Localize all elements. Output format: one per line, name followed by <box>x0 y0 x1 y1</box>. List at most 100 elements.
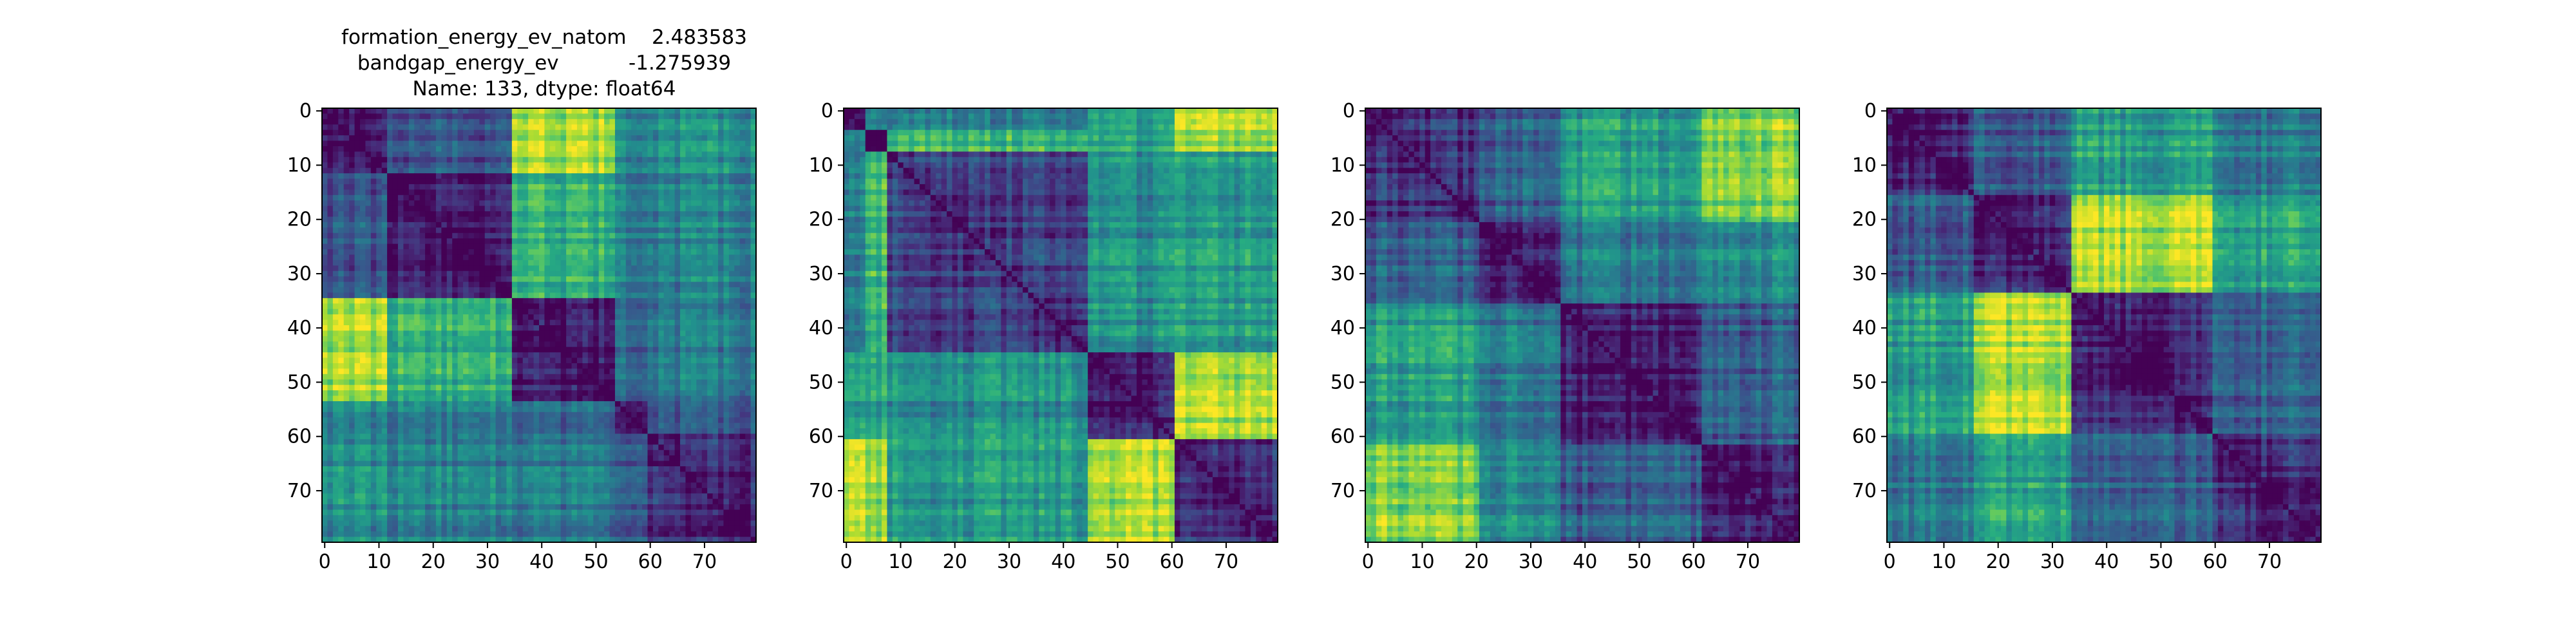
heatmap-cell <box>707 233 713 239</box>
heatmap-cell <box>474 352 480 358</box>
heatmap-cell <box>685 428 691 434</box>
heatmap-cell <box>474 254 480 260</box>
heatmap-cell <box>496 157 502 163</box>
heatmap-cell <box>523 233 529 239</box>
heatmap-cell <box>501 179 507 185</box>
heatmap-cell <box>431 303 437 309</box>
heatmap-cell <box>382 434 388 440</box>
heatmap-cell <box>680 195 686 201</box>
heatmap-cell <box>431 184 437 190</box>
heatmap-cell <box>523 179 529 185</box>
heatmap-cell <box>718 108 724 114</box>
heatmap-cell <box>734 417 740 423</box>
heatmap-cell <box>734 352 740 358</box>
heatmap-cell <box>382 374 388 380</box>
heatmap-cell <box>452 168 458 174</box>
heatmap-cell <box>414 282 420 288</box>
heatmap-cell <box>490 195 496 201</box>
heatmap-cell <box>561 314 567 320</box>
heatmap-cell <box>371 135 377 141</box>
heatmap-cell <box>713 368 719 374</box>
heatmap-cell <box>474 303 480 309</box>
heatmap-cell <box>707 428 713 434</box>
heatmap-cell <box>685 211 691 217</box>
heatmap-cell <box>550 124 556 130</box>
heatmap-cell <box>582 412 588 418</box>
heatmap-cell <box>382 265 388 271</box>
heatmap-cell <box>490 189 496 195</box>
heatmap-cell <box>441 374 447 380</box>
heatmap-cell <box>669 303 675 309</box>
heatmap-cell <box>539 314 545 320</box>
heatmap-cell <box>512 238 518 244</box>
heatmap-cell <box>452 249 458 255</box>
heatmap-cell <box>534 244 540 250</box>
heatmap-cell <box>604 352 610 358</box>
heatmap-cell <box>577 157 583 163</box>
heatmap-cell <box>631 146 637 152</box>
heatmap-cell <box>479 303 485 309</box>
heatmap-cell <box>420 352 426 358</box>
heatmap-cell <box>539 330 545 336</box>
heatmap-cell <box>360 368 366 374</box>
heatmap-cell <box>696 330 702 336</box>
heatmap-cell <box>642 238 648 244</box>
heatmap-cell <box>642 276 648 282</box>
heatmap-cell <box>610 233 616 239</box>
heatmap-cell <box>376 184 382 190</box>
heatmap-cell <box>403 244 409 250</box>
heatmap-cell <box>506 423 512 429</box>
heatmap-cell <box>669 271 675 277</box>
heatmap-cell <box>403 444 409 450</box>
heatmap-cell <box>425 249 431 255</box>
heatmap-cell <box>517 151 523 157</box>
heatmap-cell <box>566 162 572 168</box>
heatmap-cell <box>648 124 654 130</box>
heatmap-cell <box>523 260 529 266</box>
heatmap-cell <box>420 330 426 336</box>
heatmap-cell <box>425 113 431 119</box>
heatmap-cell <box>680 412 686 418</box>
heatmap-cell <box>539 412 545 418</box>
heatmap-cell <box>436 124 442 130</box>
heatmap-cell <box>447 217 453 223</box>
heatmap-cell <box>365 238 371 244</box>
heatmap-cell <box>734 368 740 374</box>
heatmap-cell <box>599 130 605 136</box>
heatmap-cell <box>387 108 393 114</box>
heatmap-cell <box>355 417 361 423</box>
heatmap-cell <box>653 173 659 179</box>
heatmap-cell <box>593 233 599 239</box>
heatmap-cell <box>360 363 366 369</box>
heatmap-cell <box>490 113 496 119</box>
heatmap-cell <box>398 162 404 168</box>
heatmap-cell <box>393 222 399 228</box>
heatmap-cell <box>544 406 550 412</box>
heatmap-cell <box>327 184 333 190</box>
heatmap-cell <box>615 390 621 396</box>
heatmap-cell <box>485 320 491 326</box>
heatmap-cell <box>398 358 404 364</box>
heatmap-cell <box>610 320 616 326</box>
heatmap-cell <box>566 406 572 412</box>
heatmap-cell <box>675 211 681 217</box>
heatmap-cell <box>599 298 605 304</box>
heatmap-cell <box>544 108 550 114</box>
heatmap-cell <box>729 341 735 347</box>
heatmap-cell <box>740 368 746 374</box>
heatmap-cell <box>642 157 648 163</box>
heatmap-cell <box>333 108 339 114</box>
heatmap-cell <box>696 303 702 309</box>
heatmap-cell <box>327 238 333 244</box>
heatmap-cell <box>528 368 534 374</box>
heatmap-cell <box>740 271 746 277</box>
heatmap-cell <box>740 303 746 309</box>
heatmap-cell <box>582 238 588 244</box>
heatmap-cell <box>713 227 719 233</box>
heatmap-cell <box>599 157 605 163</box>
heatmap-cell <box>485 428 491 434</box>
heatmap-cell <box>447 439 453 445</box>
heatmap-cell <box>458 406 464 412</box>
heatmap-cell <box>729 157 735 163</box>
heatmap-cell <box>387 206 393 212</box>
